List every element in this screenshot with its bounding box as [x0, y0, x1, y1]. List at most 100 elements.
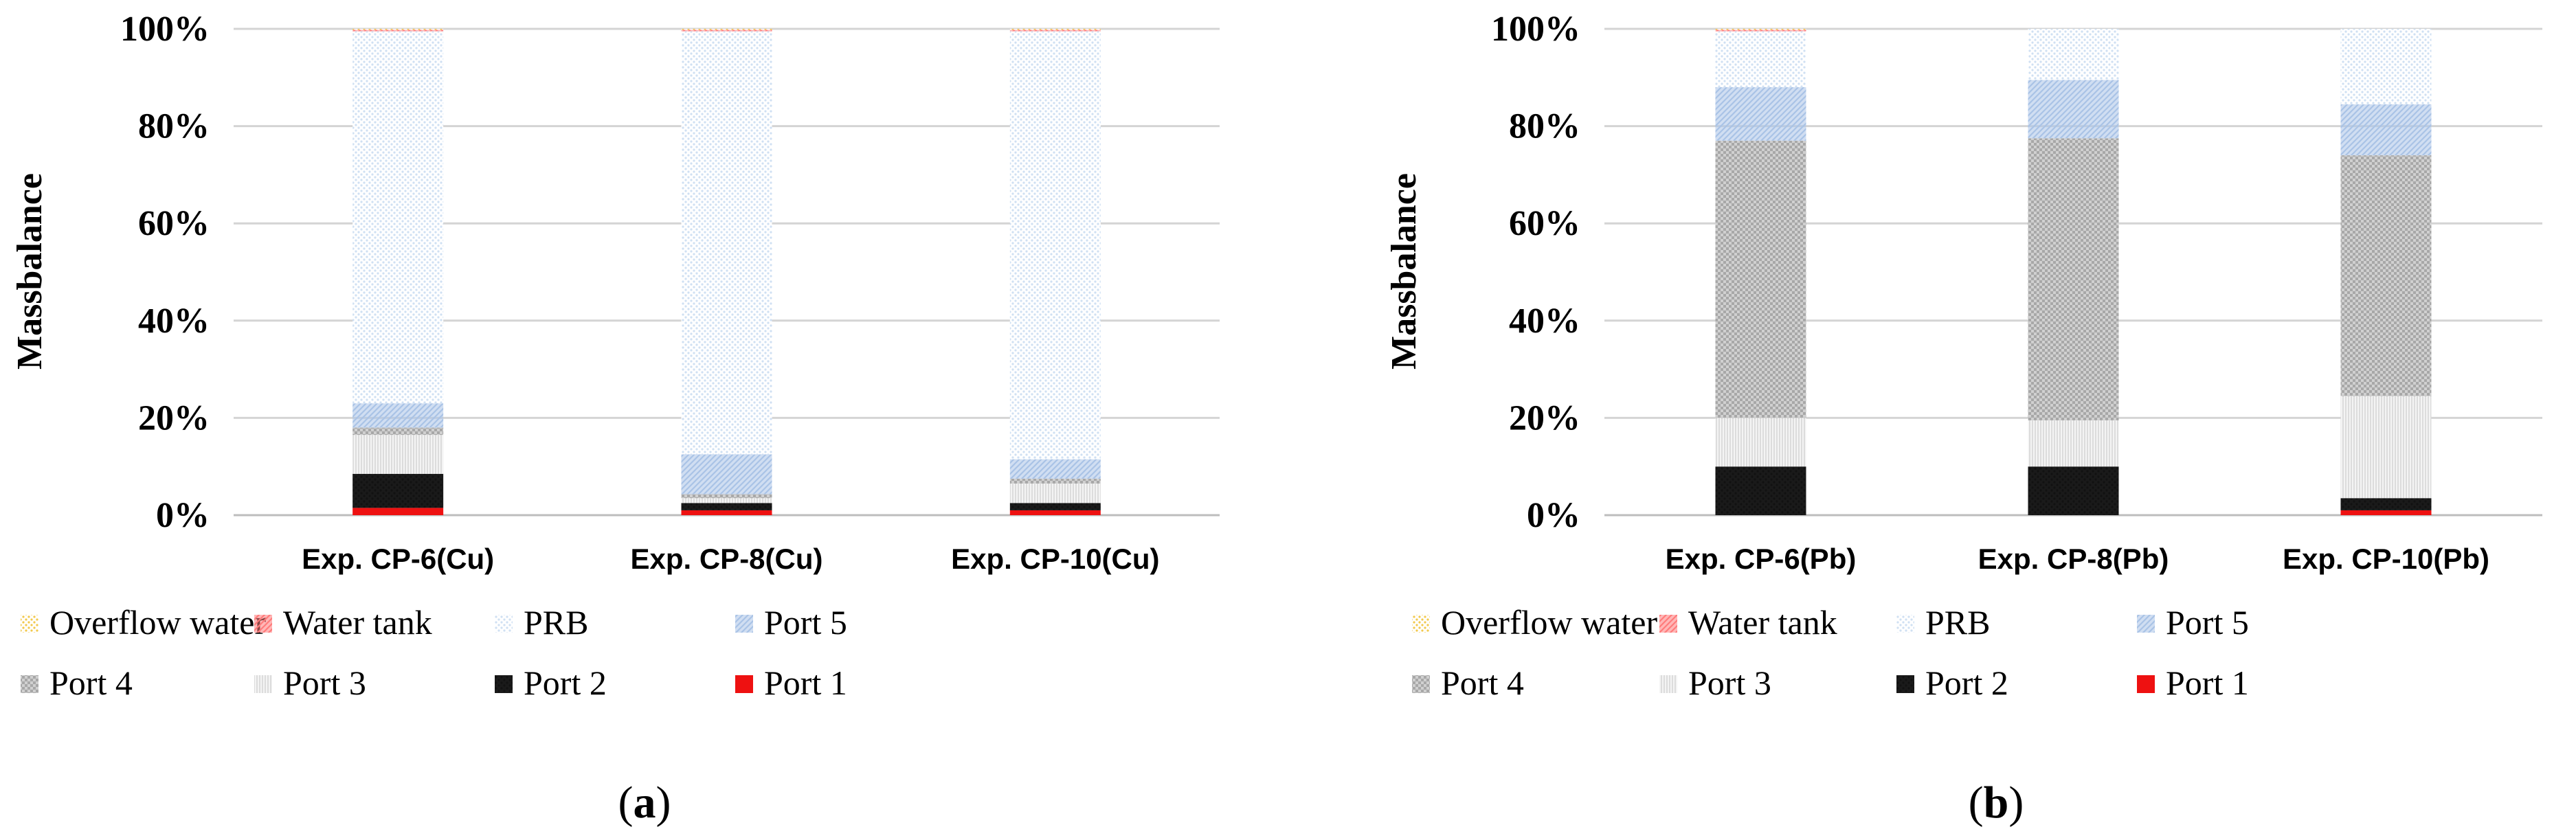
legend-label: Port 2 — [1925, 664, 2008, 702]
bar-segment-port-2 — [352, 473, 444, 508]
legend-label: Port 1 — [764, 664, 847, 702]
bar-segment-prb — [352, 31, 444, 404]
bar-segment-port-3 — [681, 498, 772, 503]
legend-item-port-1: Port 1 — [2137, 664, 2249, 702]
category-labels: Exp. CP-6(Pb) Exp. CP-8(Pb) Exp. CP-10(Pb) — [1666, 543, 2489, 575]
bar-segment-port-4 — [681, 494, 772, 499]
bar-segment-port-3 — [2340, 396, 2432, 499]
legend: Overflow water Water tank PRB Port 5 Port 4 P… — [21, 603, 847, 702]
bar-segment-port-2 — [1715, 466, 1806, 515]
legend-swatch — [21, 675, 38, 693]
bar-exp-cp-10-cu — [1009, 29, 1101, 515]
y-tick-label: 100% — [120, 10, 210, 49]
bar-segment-port-1 — [352, 508, 444, 515]
legend-item-overflow-water: Overflow water — [21, 603, 266, 642]
y-axis-label: Massbalance — [1385, 173, 1424, 370]
y-tick-label: 20% — [1509, 398, 1580, 438]
legend-label: Overflow water — [49, 603, 266, 642]
bar-segment-prb — [2340, 29, 2432, 104]
legend-swatch — [495, 675, 513, 693]
legend-swatch — [1659, 675, 1677, 693]
bar-segment-port-4 — [1715, 140, 1806, 418]
legend-item-port-2: Port 2 — [495, 664, 607, 702]
category-label: Exp. CP-10(Cu) — [951, 543, 1159, 575]
y-tick-label: 0% — [1527, 496, 1580, 535]
legend-item-prb: PRB — [1896, 603, 1991, 642]
y-tick-label: 0% — [156, 496, 210, 535]
bar-segment-port-4 — [1009, 478, 1101, 484]
legend-swatch — [2137, 615, 2155, 633]
legend-label: PRB — [524, 603, 589, 642]
bar-segment-port-5 — [2028, 80, 2119, 139]
legend-item-port-1: Port 1 — [735, 664, 847, 702]
bar-segment-port-5 — [681, 454, 772, 495]
panel-label: (a) — [618, 778, 671, 828]
legend-swatch — [254, 615, 272, 633]
y-tick-label: 100% — [1491, 10, 1580, 49]
legend: Overflow water Water tank PRB Port 5 Port 4 P… — [1412, 603, 2249, 702]
bar-segment-prb — [2028, 29, 2119, 80]
bar-segment-port-5 — [352, 403, 444, 428]
bar-segment-port-3 — [1009, 483, 1101, 503]
category-label: Exp. CP-6(Pb) — [1666, 543, 1857, 575]
bar-segment-port-2 — [2028, 466, 2119, 515]
bar-segment-overflow-water — [352, 29, 444, 30]
legend-item-water-tank: Water tank — [254, 603, 432, 642]
bar-segment-port-5 — [2340, 104, 2432, 156]
y-tick-label: 60% — [138, 204, 210, 243]
bar-exp-cp-6-pb — [1715, 29, 1806, 515]
legend-swatch — [1896, 675, 1914, 693]
bar-segment-port-2 — [2340, 498, 2432, 510]
panel-letter: b — [1984, 778, 2009, 828]
bar-segment-port-4 — [2028, 138, 2119, 420]
legend-label: Port 4 — [49, 664, 133, 702]
bar-segment-port-1 — [681, 510, 772, 515]
bar-segment-port-2 — [1009, 503, 1101, 510]
panel-label: (b) — [1969, 778, 2024, 828]
category-labels: Exp. CP-6(Cu) Exp. CP-8(Cu) Exp. CP-10(Cu) — [302, 543, 1159, 575]
category-label: Exp. CP-8(Pb) — [1978, 543, 2169, 575]
legend-swatch — [735, 615, 753, 633]
legend-item-prb: PRB — [495, 603, 589, 642]
bar-segment-port-5 — [1715, 87, 1806, 141]
bar-exp-cp-6-cu — [352, 29, 444, 515]
legend-label: Port 1 — [2166, 664, 2249, 702]
category-label: Exp. CP-8(Cu) — [630, 543, 822, 575]
legend-swatch — [735, 675, 753, 693]
bar-exp-cp-8-cu — [681, 29, 772, 515]
y-tick-label: 80% — [1509, 107, 1580, 146]
legend-item-port-3: Port 3 — [1659, 664, 1771, 702]
legend-item-overflow-water: Overflow water — [1412, 603, 1657, 642]
legend-swatch — [254, 675, 272, 693]
legend-item-port-5: Port 5 — [735, 603, 847, 642]
legend-swatch — [1659, 615, 1677, 633]
legend-item-water-tank: Water tank — [1659, 603, 1837, 642]
legend-swatch — [495, 615, 513, 633]
stacked-bars — [352, 29, 1101, 515]
bar-segment-port-3 — [1715, 418, 1806, 467]
bar-segment-port-1 — [2340, 510, 2432, 515]
legend-label: Port 3 — [283, 664, 366, 702]
legend-label: Overflow water — [1441, 603, 1657, 642]
y-tick-label: 60% — [1509, 204, 1580, 243]
legend-item-port-4: Port 4 — [1412, 664, 1524, 702]
stacked-bars — [1715, 29, 2432, 515]
y-tick-label: 40% — [1509, 302, 1580, 341]
bar-segment-water-tank — [1715, 30, 1806, 32]
category-label: Exp. CP-10(Pb) — [2283, 543, 2489, 575]
y-tick-labels: 0% 20% 40% 60% 80% 100% — [1491, 10, 1580, 535]
legend-label: Port 2 — [524, 664, 607, 702]
bar-segment-overflow-water — [1009, 29, 1101, 30]
chart-panel-b: Massbalance 0% 20% 40% 60% 80% 100% Exp. CP-6… — [1385, 10, 2542, 828]
y-tick-label: 20% — [138, 398, 210, 438]
legend-swatch — [21, 615, 38, 633]
bar-segment-prb — [1009, 31, 1101, 460]
bar-segment-overflow-water — [1715, 29, 1806, 30]
legend-label: Port 4 — [1441, 664, 1524, 702]
legend-label: Port 3 — [1688, 664, 1771, 702]
chart-panel-a: Massbalance 0% 20% 40% 60% 80% 100% Exp. CP-6… — [10, 10, 1220, 828]
bar-segment-port-4 — [2340, 155, 2432, 396]
legend-label: PRB — [1925, 603, 1991, 642]
legend-swatch — [1412, 615, 1430, 633]
